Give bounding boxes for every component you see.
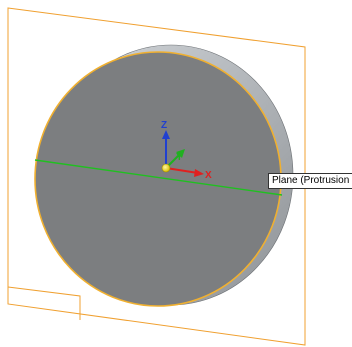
x-axis [165, 167, 199, 174]
reference-plane[interactable] [7, 7, 306, 346]
y-axis-label: Y [176, 152, 183, 163]
z-axis-arrow [162, 130, 170, 139]
x-axis-arrow [194, 169, 204, 177]
plane-intersection-line[interactable] [34, 159, 283, 196]
hover-tooltip: Plane (Protrusion 1) [268, 173, 352, 189]
z-axis-label: Z [161, 120, 167, 131]
x-axis-label: X [205, 170, 212, 181]
disk-front-face[interactable] [34, 51, 282, 307]
origin-point[interactable] [161, 163, 171, 173]
plane-corner-tab [7, 286, 81, 320]
coordinate-triad: Z Y X [161, 120, 212, 181]
y-axis-arrow [176, 149, 185, 158]
